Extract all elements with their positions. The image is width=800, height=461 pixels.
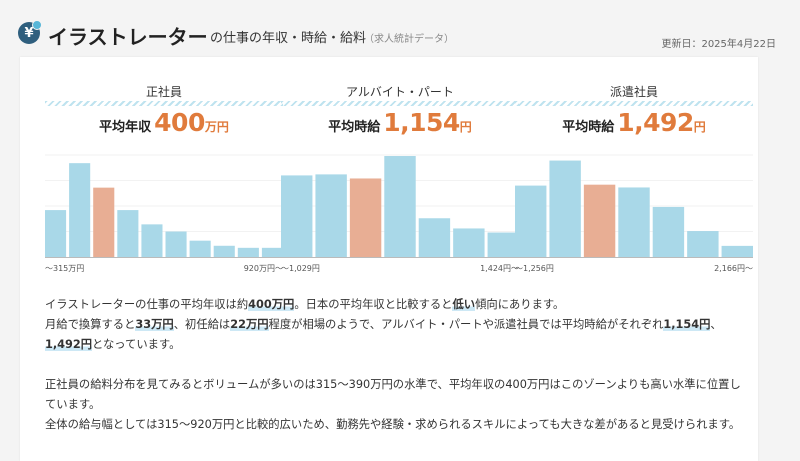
panel-title: アルバイト・パート (346, 85, 454, 99)
text-segment: 傾向にあります。 (475, 298, 565, 311)
page-header: ¥ イラストレーター の仕事の年収・時給・給料 （求人統計データ） (18, 20, 782, 50)
bar (721, 245, 753, 257)
stat-label: 平均時給 (562, 120, 615, 135)
description-text: 正社員の給料分布を見てみるとボリュームが多いのは315～390万円の水準で、平均… (45, 375, 745, 435)
text-segment: イラストレーターの仕事の平均年収は約 (45, 298, 249, 311)
panel-divider (515, 101, 753, 106)
text-segment: となっています。 (92, 338, 181, 351)
description-paragraph-1: イラストレーターの仕事の平均年収は約400万円。日本の平均年収と比較すると低い傾… (45, 295, 745, 355)
bar (418, 218, 451, 257)
stat-unit: 円 (693, 120, 706, 134)
yen-icon: ¥ (18, 20, 42, 44)
bar (45, 210, 67, 257)
stat-unit: 円 (459, 120, 472, 134)
hourly-wage-distribution-chart (281, 154, 519, 258)
x-axis-end-label: 1,424円～ (480, 264, 519, 273)
x-axis-start-label: ～1,256円 (515, 264, 554, 273)
text-segment: 程度が相場のようで、アルバイト・パートや派遣社員では平均時給がそれぞれ (268, 318, 664, 331)
updated-date: 更新日：2025年4月22日 (661, 39, 776, 50)
stat-label: 平均時給 (328, 120, 381, 135)
bar (237, 247, 259, 257)
bar (549, 160, 581, 257)
description-paragraph-2: 正社員の給料分布を見てみるとボリュームが多いのは315～390万円の水準で、平均… (45, 375, 745, 435)
bar (687, 231, 719, 257)
stat-label: 平均年収 (99, 120, 152, 135)
text-segment: 。日本の平均年収と比較すると (294, 298, 453, 311)
panel-divider (45, 101, 283, 106)
text-segment: 、 (710, 318, 722, 331)
salary-card: 正社員 平均年収 400万円 ～315万円 920万円～ アルバイト・パート 平均… (20, 57, 758, 461)
description-text: イラストレーターの仕事の平均年収は約400万円。日本の平均年収と比較すると低い傾… (45, 295, 745, 355)
bar (69, 163, 91, 257)
stat-value: 1,154 (383, 108, 460, 137)
bar (618, 187, 650, 257)
bar (315, 174, 347, 257)
x-axis-end-label: 2,166円～ (714, 264, 753, 273)
highlighted-figure: 1,492円 (45, 338, 93, 351)
bar (652, 206, 685, 257)
stat-value: 400 (154, 108, 205, 137)
bar (213, 245, 235, 257)
bar-highlight (93, 187, 115, 257)
highlighted-figure: 33万円 (135, 318, 174, 331)
panel-stat: 平均年収 400万円 (45, 108, 283, 137)
page-title-note: （求人統計データ） (364, 34, 454, 45)
panel-stat: 平均時給 1,154円 (281, 108, 519, 137)
panel-haken: 派遣社員 平均時給 1,492円 ～1,256円 2,166円～ (515, 79, 753, 279)
bar (189, 240, 211, 257)
bar (141, 224, 163, 257)
highlighted-figure: 1,154円 (663, 318, 711, 331)
text-segment: 正社員の給料分布を見てみるとボリュームが多いのは315～390万円の水準で、平均… (45, 378, 741, 411)
bar (261, 247, 283, 257)
bar (453, 228, 485, 257)
stat-unit: 万円 (204, 120, 229, 134)
bar (281, 175, 313, 257)
panel-arubaito: アルバイト・パート 平均時給 1,154円 ～1,029円 1,424円～ (281, 79, 519, 279)
hourly-wage-distribution-chart (515, 154, 753, 258)
highlighted-figure: 低い (452, 298, 476, 311)
panel-divider (281, 101, 519, 106)
page-title: イラストレーター (48, 25, 208, 49)
bar (515, 185, 547, 257)
x-axis-start-label: ～1,029円 (281, 264, 320, 273)
salary-distribution-chart (45, 154, 283, 258)
x-axis-start-label: ～315万円 (45, 264, 85, 273)
text-segment: 月給で換算すると (45, 318, 136, 331)
text-segment: 、初任給は (173, 318, 231, 331)
page-subtitle: の仕事の年収・時給・給料 (210, 31, 367, 46)
panel-title: 正社員 (145, 85, 182, 99)
bar-highlight (349, 178, 382, 257)
bar (117, 210, 139, 257)
bar (384, 156, 416, 257)
highlighted-figure: 400万円 (248, 298, 295, 311)
bar (487, 232, 519, 257)
x-axis-end-label: 920万円～ (243, 264, 283, 273)
panel-stat: 平均時給 1,492円 (515, 108, 753, 137)
panel-title: 派遣社員 (609, 85, 658, 99)
highlighted-figure: 22万円 (230, 318, 269, 331)
text-segment: 全体の給与幅としては315～920万円と比較的広いため、勤務先や経験・求められる… (45, 418, 741, 431)
stat-value: 1,492 (617, 108, 694, 137)
panel-seishain: 正社員 平均年収 400万円 ～315万円 920万円～ (45, 79, 283, 279)
bar-highlight (583, 184, 616, 257)
bar (165, 231, 187, 257)
